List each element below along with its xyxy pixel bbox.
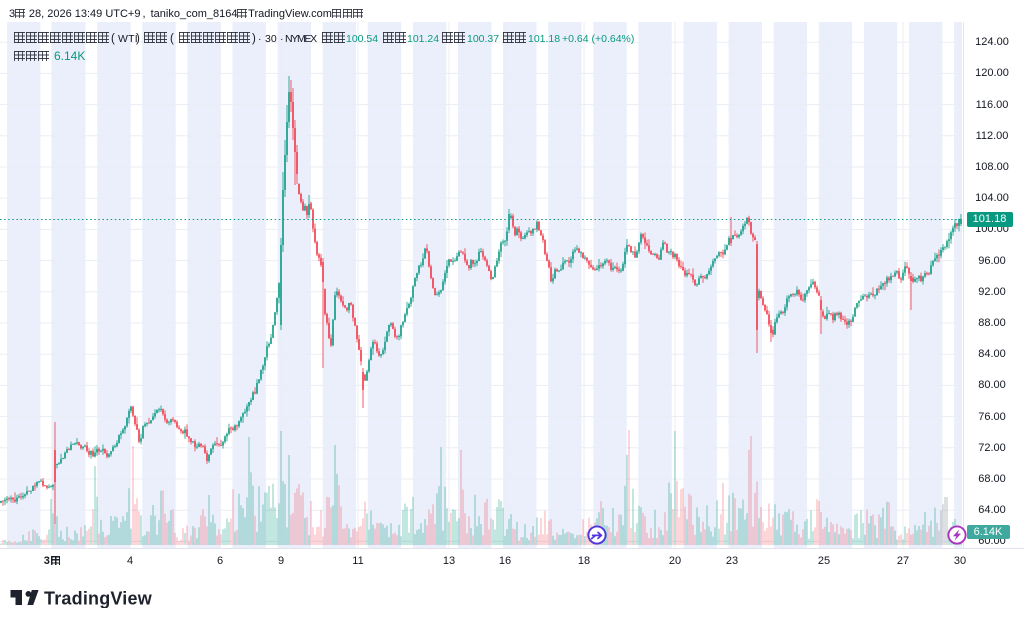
svg-text:TradingView: TradingView bbox=[44, 589, 153, 609]
